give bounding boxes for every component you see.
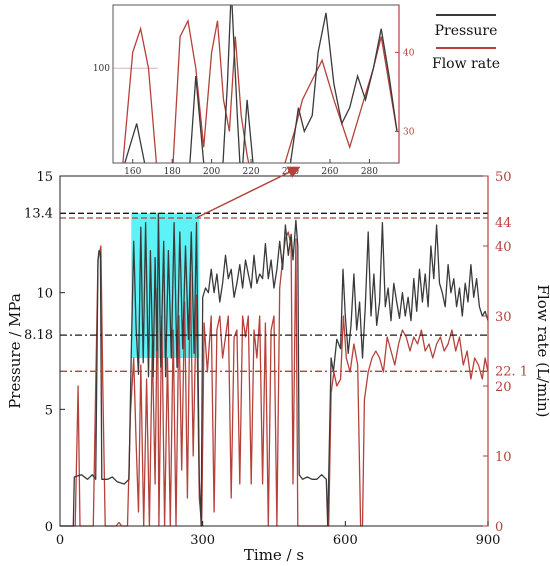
x-axis-title: Time / s bbox=[244, 546, 304, 564]
y-axis-title: Pressure / MPa bbox=[6, 293, 24, 409]
y2-tick-label: 20 bbox=[495, 380, 512, 395]
inset-y2-tick-label: 30 bbox=[403, 127, 415, 137]
legend-pressure-label: Pressure bbox=[435, 23, 498, 39]
inset-y-tick-label: 100 bbox=[93, 64, 110, 74]
y-tick-label: 15 bbox=[36, 170, 53, 185]
inset-flow-rate-line bbox=[122, 18, 398, 163]
y2-tick-label: 40 bbox=[495, 240, 512, 255]
series-flow-rate-line bbox=[60, 231, 489, 527]
y2-tick-label: 50 bbox=[495, 170, 512, 185]
y2-tick-label: 30 bbox=[495, 310, 512, 325]
series-pressure-line bbox=[60, 212, 489, 527]
inset-plot-area bbox=[113, 5, 398, 163]
x-tick-label: 900 bbox=[476, 533, 501, 548]
y-tick-label: 0 bbox=[45, 520, 53, 535]
inset-background bbox=[113, 5, 399, 163]
inset-x-tick-label: 220 bbox=[242, 167, 259, 177]
ref-label-flow-max: 44 bbox=[495, 216, 512, 231]
ref-label-flow-avg: 22. 1 bbox=[495, 364, 528, 379]
inset-x-tick-label: 260 bbox=[321, 167, 338, 177]
inset-pressure-line bbox=[124, 5, 398, 163]
inset-y2-tick-label: 40 bbox=[403, 48, 415, 58]
inset-x-tick-label: 200 bbox=[203, 167, 220, 177]
x-tick-label: 600 bbox=[333, 533, 358, 548]
ref-label-pressure-avg: 8.18 bbox=[24, 328, 53, 343]
y2-tick-label: 0 bbox=[495, 520, 503, 535]
legend-flow-label: Flow rate bbox=[432, 56, 500, 72]
y2-axis-title: Flow rate (L/min) bbox=[534, 284, 550, 417]
y-tick-label: 5 bbox=[45, 403, 53, 418]
inset-x-tick-label: 280 bbox=[361, 167, 378, 177]
zoom-arrow bbox=[197, 166, 301, 218]
inset-x-tick-label: 160 bbox=[124, 167, 141, 177]
y-tick-label: 10 bbox=[36, 287, 53, 302]
x-tick-label: 300 bbox=[190, 533, 215, 548]
x-tick-label: 0 bbox=[56, 533, 64, 548]
y2-tick-label: 10 bbox=[495, 450, 512, 465]
ref-label-pressure-max: 13.4 bbox=[24, 206, 53, 221]
inset-x-tick-label: 180 bbox=[164, 167, 181, 177]
